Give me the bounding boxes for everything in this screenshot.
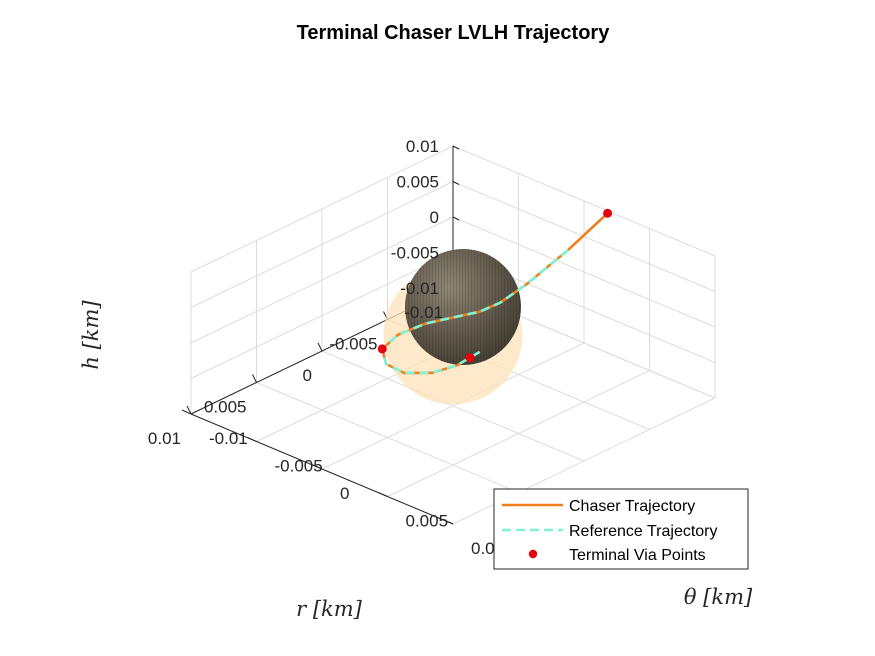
x-tick-label-2: 0 — [303, 366, 312, 385]
y-tick-mark-0 — [181, 409, 192, 415]
z-tick-label-2: 0 — [430, 208, 439, 227]
z-tick-label-4: 0.01 — [406, 137, 439, 156]
z-tick-label-0: -0.01 — [400, 279, 439, 298]
y-tick-label-0: -0.01 — [209, 429, 248, 448]
via-point-marker-0 — [603, 208, 613, 218]
z-tick-mark-4 — [452, 145, 460, 150]
grid-floor-x-3 — [256, 382, 519, 493]
sphere-layer — [383, 248, 523, 405]
via-point-marker-1 — [377, 344, 387, 354]
y-tick-label-2: 0 — [340, 484, 349, 503]
grid-floor-y-2 — [321, 342, 585, 470]
y-axis-label: θ [km] — [684, 585, 753, 609]
grid-wallx-z-4 — [452, 145, 716, 257]
y-tick-mark-4 — [443, 519, 454, 525]
y-tick-mark-3 — [378, 492, 388, 497]
grid-wally-z-3 — [190, 181, 454, 308]
legend-label-via-points: Terminal Via Points — [569, 547, 706, 564]
grid-wally-z-4 — [190, 145, 454, 273]
legend: Chaser Trajectory Reference Trajectory T… — [493, 488, 749, 570]
x-tick-label-0: -0.01 — [404, 303, 443, 322]
x-tick-label-1: -0.005 — [329, 335, 377, 354]
x-tick-mark-4 — [186, 405, 192, 415]
y-tick-mark-2 — [312, 464, 323, 470]
x-tick-label-4: 0.01 — [148, 429, 181, 448]
y-tick-mark-1 — [247, 437, 257, 442]
reference-trajectory-line — [380, 248, 570, 375]
legend-marker-via-points — [528, 549, 538, 559]
via-point-marker-2 — [465, 353, 475, 363]
y-tick-label-1: -0.005 — [275, 457, 323, 476]
tick-label-layer: -0.01 -0.005 0 0.005 0.01 -0.01 -0.005 0 0.005 0.… — [148, 137, 504, 558]
target-body-texture — [404, 248, 522, 366]
trajectory-layer — [377, 208, 613, 375]
z-tick-label-3: 0.005 — [396, 173, 439, 192]
grid-floor-y-3 — [387, 370, 650, 497]
grid-wallx-z-2 — [452, 216, 716, 328]
z-tick-mark-2 — [452, 216, 460, 221]
x-axis-label: r [km] — [296, 597, 363, 621]
z-tick-mark-3 — [452, 181, 460, 185]
legend-label-reference: Reference Trajectory — [569, 523, 718, 540]
legend-label-chaser: Chaser Trajectory — [569, 498, 695, 515]
x-tick-label-3: 0.005 — [204, 398, 247, 417]
y-tick-label-3: 0.005 — [406, 512, 449, 531]
x-tick-mark-2 — [317, 342, 323, 352]
z-tick-label-1: -0.005 — [391, 244, 439, 263]
grid-wally-z-2 — [190, 216, 454, 344]
chart-title: Terminal Chaser LVLH Trajectory — [297, 22, 611, 44]
x-tick-mark-3 — [252, 374, 257, 383]
z-axis-label: h [km] — [79, 300, 103, 370]
